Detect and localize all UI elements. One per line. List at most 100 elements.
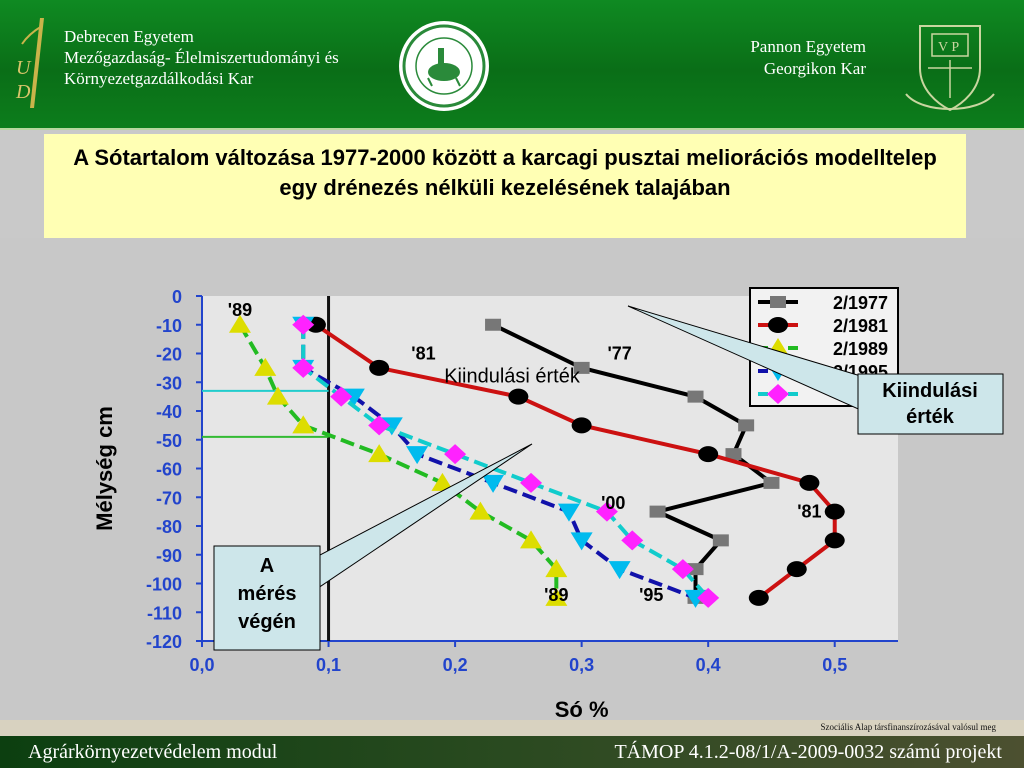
- data-point: [330, 386, 353, 407]
- svg-text:U: U: [16, 57, 32, 79]
- callout-meres-text: végén: [238, 611, 296, 633]
- data-point: [671, 559, 694, 580]
- data-point: [292, 415, 315, 434]
- series-annotation: '95: [639, 585, 663, 605]
- y-tick-label: -120: [146, 632, 182, 652]
- header-banner: U D Debrecen Egyetem Mezőgazdaság- Élelm…: [0, 0, 1024, 130]
- university-crest-icon: V P: [905, 25, 995, 112]
- data-point: [621, 530, 644, 551]
- depth-salt-chart: 0 -10 -20 -30 -40 -50 -60 -70 -80 -90 -100 -110 -120…: [92, 287, 1004, 720]
- series-annotation: '00: [601, 493, 625, 513]
- data-point: [508, 388, 529, 405]
- callout-box: [857, 373, 1004, 435]
- x-tick-label: 0,4: [696, 655, 721, 675]
- left-institution-name: Debrecen Egyetem Mezőgazdaság- Élelmisze…: [64, 27, 339, 88]
- x-tick-label: 0,1: [316, 655, 341, 675]
- legend-label: 2/1981: [833, 316, 888, 336]
- x-tick-label: 0,2: [443, 655, 468, 675]
- y-tick-label: -70: [156, 488, 182, 508]
- data-point: [697, 587, 720, 608]
- data-point: [570, 532, 593, 551]
- callout-box: [213, 545, 321, 651]
- y-tick-label: -50: [156, 431, 182, 451]
- data-point: [799, 474, 820, 491]
- data-point: [342, 388, 365, 407]
- series-annotation: '77: [607, 343, 631, 363]
- footer-band: [0, 720, 1024, 736]
- y-tick-label: 0: [172, 287, 182, 307]
- data-point: [649, 505, 666, 518]
- university-logo-icon: U D: [15, 18, 44, 108]
- support-note: Szociális Alap társfinanszírozásával val…: [820, 722, 996, 732]
- data-point: [684, 589, 707, 608]
- series-annotation: '89: [544, 585, 568, 605]
- svg-text:V P: V P: [938, 40, 959, 55]
- data-point: [292, 357, 315, 378]
- x-axis-label: Só %: [555, 697, 609, 720]
- data-point: [469, 501, 492, 520]
- data-point: [406, 446, 429, 465]
- svg-text:D: D: [15, 81, 31, 103]
- y-tick-label: -110: [147, 603, 182, 623]
- footer-bar: Agrárkörnyezetvédelem modul TÁMOP 4.1.2-…: [0, 736, 1024, 768]
- series-annotation: '89: [228, 300, 252, 320]
- data-point: [687, 390, 704, 403]
- data-point: [698, 446, 719, 463]
- callout-meres-text: mérés: [238, 583, 297, 605]
- data-point: [824, 503, 845, 520]
- callout-kiindulasi-text: érték: [906, 406, 955, 428]
- data-point: [485, 318, 502, 331]
- data-point: [292, 314, 315, 335]
- data-point: [687, 563, 704, 576]
- data-point: [763, 476, 780, 489]
- data-point: [431, 472, 454, 491]
- callout-meres-text: A: [260, 555, 274, 577]
- data-point: [380, 417, 403, 436]
- title-box: [44, 134, 966, 238]
- series-line-2-1995: [301, 324, 697, 600]
- data-point: [368, 415, 391, 436]
- project-id: TÁMOP 4.1.2-08/1/A-2009-0032 számú proje…: [614, 741, 1002, 763]
- series-annotation: '81: [411, 343, 435, 363]
- data-point: [571, 417, 592, 434]
- data-point: [557, 503, 580, 522]
- data-point: [545, 559, 568, 578]
- data-point: [738, 419, 755, 432]
- y-tick-label: -10: [156, 316, 182, 336]
- y-tick-label: -20: [156, 345, 182, 365]
- data-point: [545, 587, 568, 606]
- data-point: [725, 448, 742, 461]
- data-point: [786, 561, 807, 578]
- x-tick-label: 0,5: [822, 655, 847, 675]
- series-line-2-1989: [238, 323, 559, 598]
- data-point: [368, 444, 391, 463]
- module-name: Agrárkörnyezetvédelem modul: [28, 741, 278, 763]
- data-point: [824, 532, 845, 549]
- data-point: [748, 589, 769, 606]
- data-point: [254, 357, 277, 376]
- series-annotation: '81: [797, 501, 821, 521]
- legend-swatch-marker: [767, 384, 789, 404]
- series-line-2-1981: [314, 323, 837, 600]
- data-point: [266, 386, 289, 405]
- y-tick-label: -40: [156, 402, 182, 422]
- faculty-seal-icon: [399, 21, 489, 111]
- data-point: [573, 361, 590, 374]
- y-tick-label: -60: [156, 460, 182, 480]
- callout-kiindulasi-text: Kiindulási: [882, 380, 978, 402]
- data-point: [482, 474, 505, 493]
- y-tick-label: -80: [156, 517, 182, 537]
- data-point: [520, 530, 543, 549]
- right-institution-name: Pannon Egyetem Georgikon Kar: [750, 37, 866, 78]
- y-tick-label: -100: [146, 575, 182, 595]
- data-point: [595, 501, 618, 522]
- legend-swatch-marker: [770, 296, 786, 308]
- legend-label: 2/1977: [833, 293, 888, 313]
- x-tick-label: 0,0: [189, 655, 214, 675]
- y-tick-label: -90: [156, 546, 182, 566]
- data-point: [608, 561, 631, 580]
- data-point: [228, 314, 251, 333]
- data-point: [520, 472, 543, 493]
- legend-swatch-marker: [768, 317, 788, 333]
- y-tick-label: -30: [156, 373, 182, 393]
